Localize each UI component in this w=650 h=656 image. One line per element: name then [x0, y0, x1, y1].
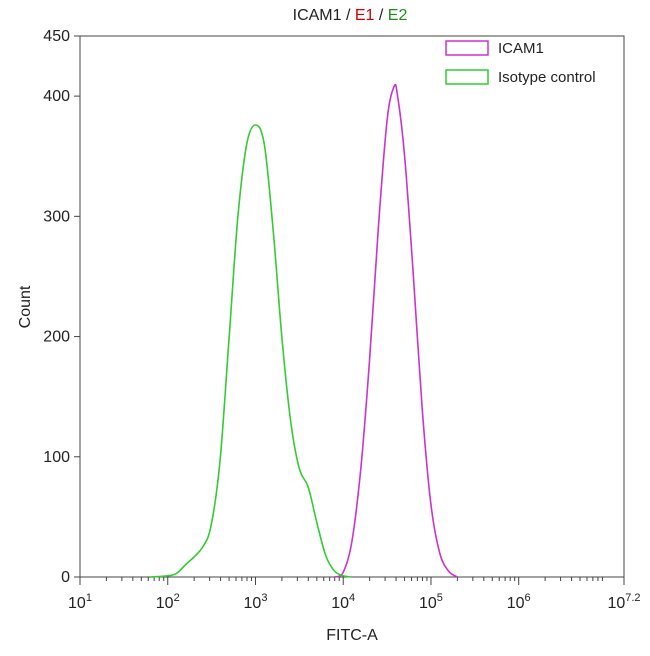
x-tick-label: 103 — [244, 592, 268, 612]
x-tick-label: 105 — [419, 592, 443, 612]
title-part-3: E1 — [355, 7, 375, 24]
x-tick-label: 101 — [68, 592, 92, 612]
y-axis-label: Count — [17, 285, 34, 328]
y-tick-label: 100 — [43, 449, 70, 466]
legend-label-isotype-control: Isotype control — [498, 69, 596, 86]
series-layer — [150, 83, 458, 578]
title-part-2: / — [342, 7, 355, 24]
series-line-icam1 — [334, 83, 458, 578]
legend-swatch-icam1 — [445, 40, 489, 56]
plot-frame — [79, 35, 625, 578]
x-axis-ticks: 101 102 103 104 105 106 107.2 — [68, 577, 641, 612]
y-tick-label: 0 — [61, 569, 70, 586]
x-tick-label: 102 — [156, 592, 180, 612]
x-tick-label: 106 — [507, 592, 531, 612]
chart-title: ICAM1 / E1 / E2 — [293, 7, 408, 24]
legend-label-icam1: ICAM1 — [498, 40, 544, 57]
x-tick-label: 104 — [331, 592, 355, 612]
title-part-5: E2 — [388, 7, 408, 24]
legend-item-icam1: ICAM1 — [445, 40, 544, 57]
series-line-isotope-control — [150, 124, 353, 578]
x-tick-label: 107.2 — [607, 592, 640, 612]
y-axis-ticks: 0 100 200 300 400 450 — [43, 28, 80, 586]
y-tick-label: 300 — [43, 208, 70, 225]
title-part-1: ICAM1 — [293, 7, 342, 24]
y-tick-label: 450 — [43, 28, 70, 45]
legend-item-isotype-control: Isotype control — [445, 69, 596, 86]
y-tick-label: 200 — [43, 329, 70, 346]
title-part-4: / — [374, 7, 387, 24]
x-axis-label: FITC-A — [326, 627, 378, 644]
legend: ICAM1 Isotype control — [445, 40, 596, 86]
y-tick-label: 400 — [43, 88, 70, 105]
legend-swatch-isotype-control — [445, 69, 489, 85]
